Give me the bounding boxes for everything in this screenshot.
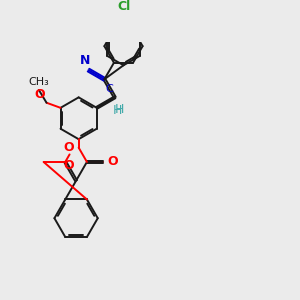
Text: O: O: [63, 159, 74, 172]
Text: O: O: [63, 141, 74, 154]
Text: Cl: Cl: [117, 0, 130, 13]
Text: CH₃: CH₃: [28, 77, 49, 87]
Text: O: O: [34, 88, 45, 101]
Text: H: H: [115, 103, 124, 116]
Text: C: C: [106, 84, 113, 94]
Text: O: O: [107, 155, 118, 168]
Text: H: H: [113, 104, 122, 117]
Text: N: N: [80, 54, 91, 67]
